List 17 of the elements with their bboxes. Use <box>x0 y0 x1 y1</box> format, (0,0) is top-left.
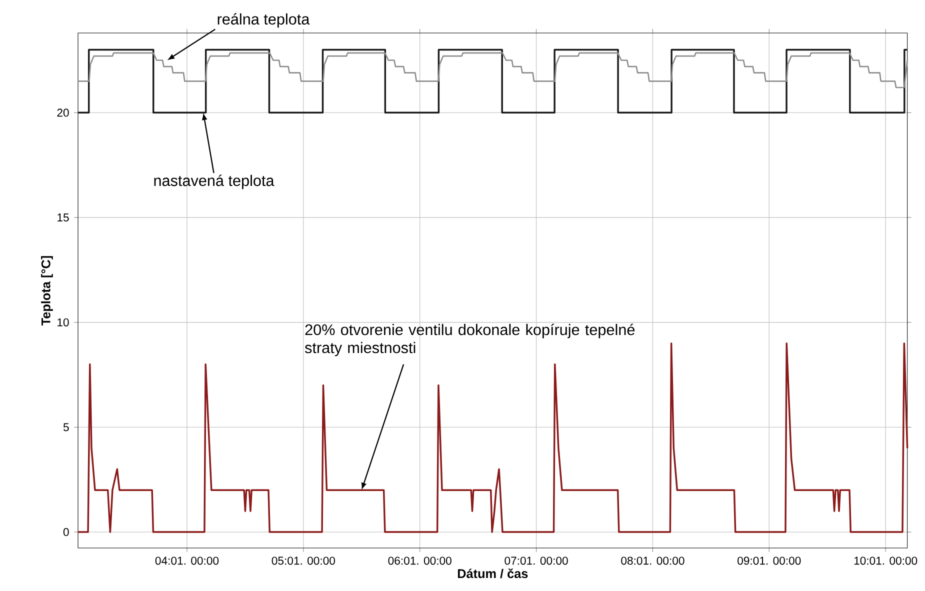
y-tick-label: 20 <box>57 108 69 117</box>
annotation: reálna teplota <box>218 13 310 28</box>
x-tick-label: 05:01. 00:00 <box>272 556 335 565</box>
x-tick-label: 06:01. 00:00 <box>388 556 452 565</box>
annotation: 20% otvorenie ventilu dokonale kopíruje tepelné straty miestnosti <box>304 324 635 356</box>
annotation: nastavená teplota <box>154 174 274 190</box>
x-tick-label: 08:01. 00:00 <box>621 556 684 565</box>
y-axis-title: Teplota [°C] <box>41 256 53 326</box>
x-tick-label: 04:01. 00:00 <box>155 556 219 565</box>
y-tick-label: 10 <box>58 318 69 326</box>
x-tick-label: 09:01. 00:00 <box>738 556 801 565</box>
y-tick-label: 5 <box>63 423 69 432</box>
y-tick-label: 15 <box>58 214 69 222</box>
y-tick-label: 0 <box>63 528 69 536</box>
x-axis-title: Dátum / čas <box>458 568 528 578</box>
x-tick-label: 10:01. 00:00 <box>854 556 918 565</box>
x-tick-label: 07:01. 00:00 <box>504 556 568 565</box>
